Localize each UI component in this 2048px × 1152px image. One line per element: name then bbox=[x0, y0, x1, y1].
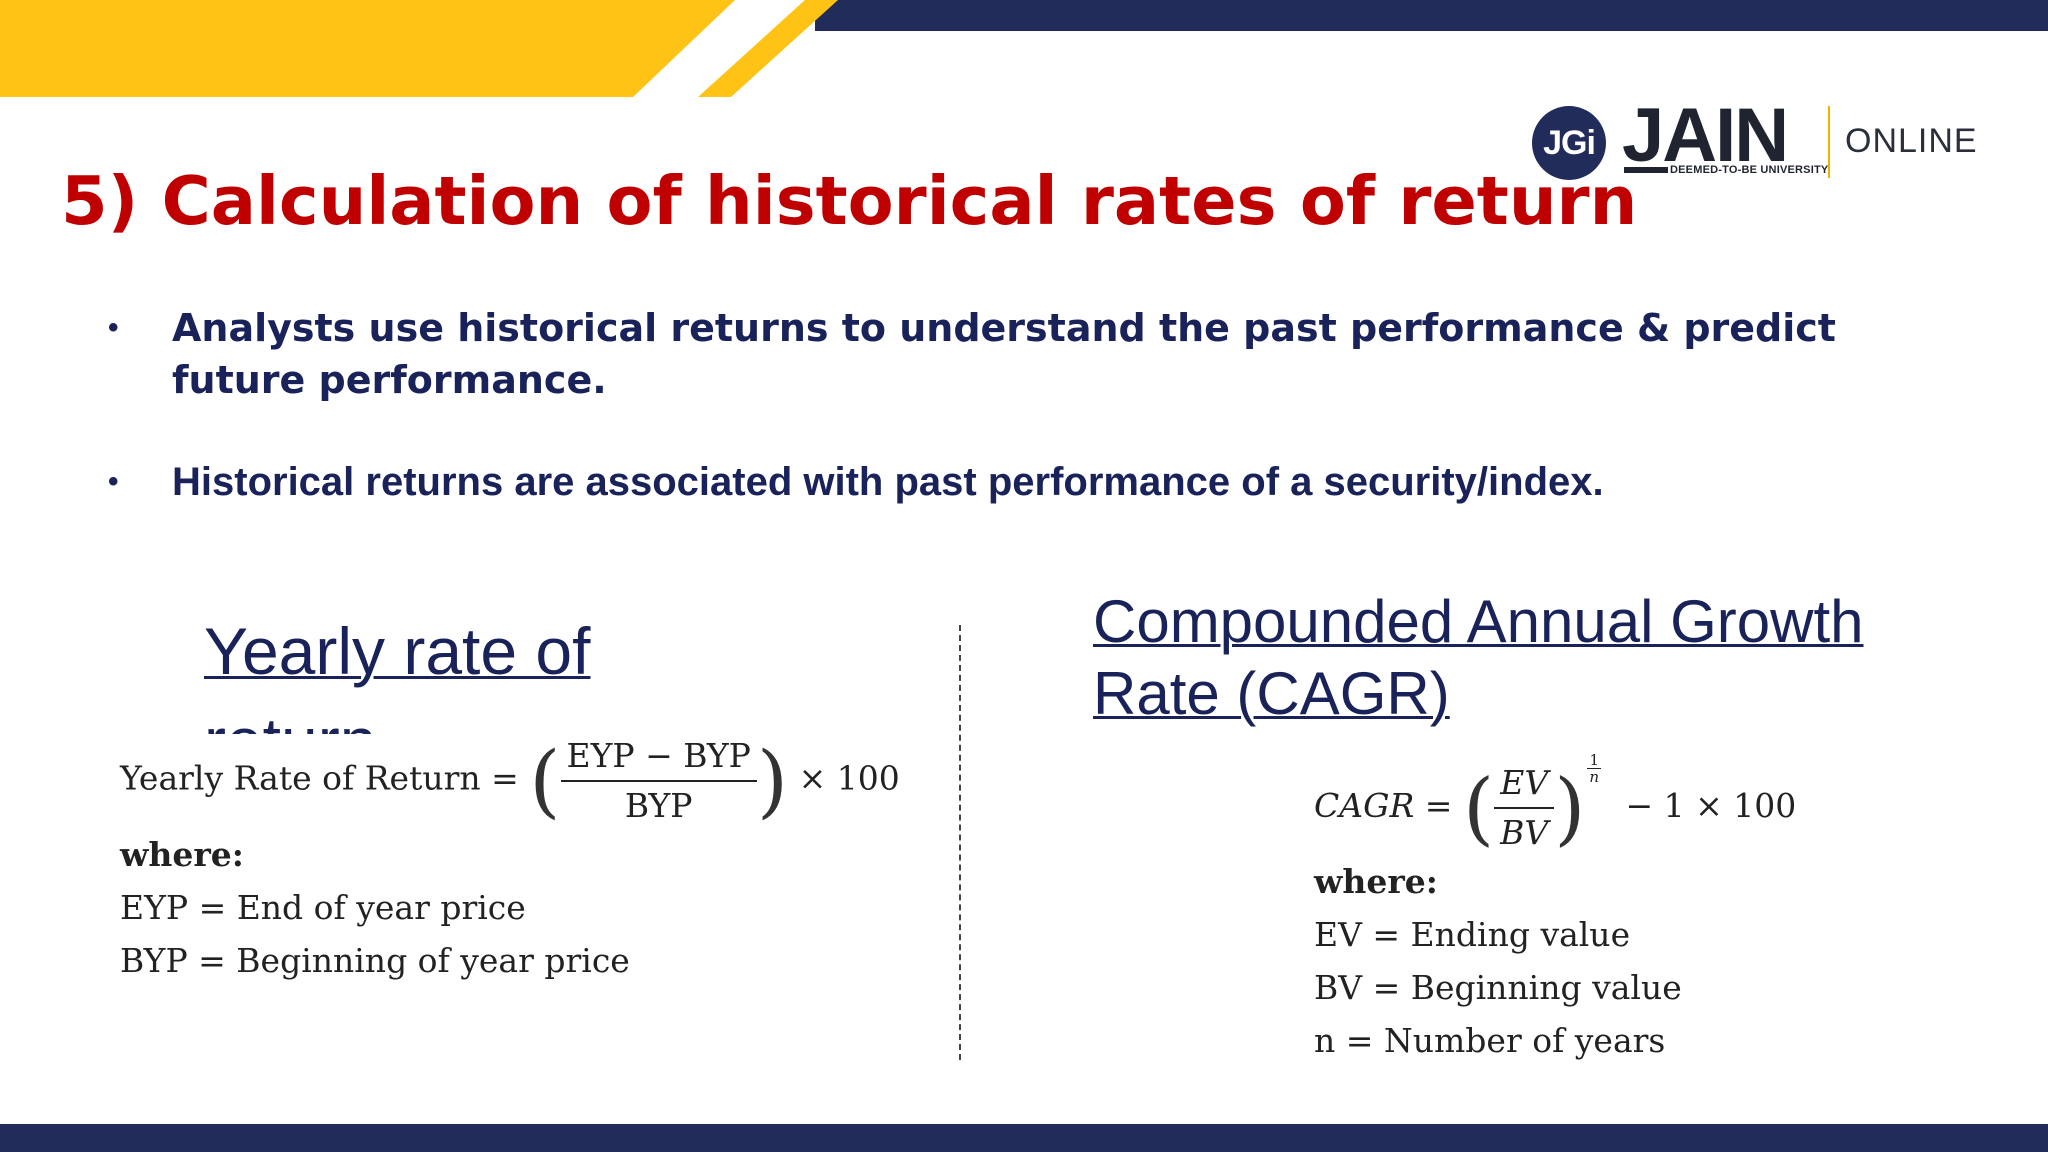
definition-item: BYP = Beginning of year price bbox=[120, 941, 630, 980]
jgi-logo-icon: JGi bbox=[1532, 106, 1606, 180]
formula-tail: − 1 × 100 bbox=[1625, 786, 1797, 825]
formula-denominator: BV bbox=[1500, 813, 1549, 852]
where-label: where: bbox=[1314, 862, 1438, 901]
formula-lhs: Yearly Rate of Return = bbox=[120, 758, 519, 798]
bullet-item: • Analysts use historical returns to und… bbox=[102, 302, 1922, 406]
footer-navy-band bbox=[0, 1124, 2048, 1152]
bullet-list: • Analysts use historical returns to und… bbox=[102, 302, 1922, 558]
where-label: where: bbox=[120, 835, 244, 874]
logo-subtitle: DEEMED-TO-BE UNIVERSITY bbox=[1670, 164, 1829, 176]
formula-fraction: EYP − BYP BYP bbox=[560, 736, 757, 826]
jain-logo-word: JAIN bbox=[1622, 93, 1789, 178]
bullet-dot-icon: • bbox=[108, 311, 119, 344]
definition-item: n = Number of years bbox=[1314, 1021, 1666, 1060]
exponent-denominator: n bbox=[1589, 768, 1600, 786]
yearly-return-formula: Yearly Rate of Return = (EYP − BYP BYP) ×… bbox=[120, 734, 900, 827]
open-paren-icon: ( bbox=[1462, 761, 1495, 855]
exponent-numerator: 1 bbox=[1587, 751, 1602, 769]
formula-numerator: EYP − BYP bbox=[560, 736, 757, 782]
cagr-heading: Compounded Annual Growth Rate (CAGR) bbox=[1093, 588, 1864, 727]
header-yellow-band bbox=[0, 0, 735, 97]
cagr-formula: CAGR = (EV BV) 1 n − 1 × 100 bbox=[1314, 752, 1796, 855]
bullet-text: Analysts use historical returns to under… bbox=[172, 306, 1836, 402]
formula-lhs: CAGR = bbox=[1314, 786, 1453, 825]
formula-tail: × 100 bbox=[798, 758, 900, 798]
yearly-return-definitions: where: EYP = End of year price BYP = Beg… bbox=[120, 828, 630, 987]
definition-item: EV = Ending value bbox=[1314, 915, 1631, 954]
slide-title: 5) Calculation of historical rates of re… bbox=[61, 162, 1638, 240]
header-navy-band bbox=[815, 0, 2048, 31]
cagr-definitions: where: EV = Ending value BV = Beginning … bbox=[1314, 855, 1682, 1067]
bullet-item: • Historical returns are associated with… bbox=[102, 456, 1922, 508]
yearly-return-heading: Yearly rate of return bbox=[204, 614, 591, 734]
formula-numerator: EV bbox=[1494, 763, 1555, 809]
logo-underbar bbox=[1624, 167, 1668, 173]
close-paren-icon: ) bbox=[756, 734, 789, 827]
column-divider bbox=[959, 625, 961, 1060]
logo-divider bbox=[1828, 106, 1830, 178]
bullet-dot-icon: • bbox=[108, 465, 119, 498]
bullet-text: Historical returns are associated with p… bbox=[172, 460, 1604, 504]
logo-online: ONLINE bbox=[1845, 122, 1978, 160]
definition-item: EYP = End of year price bbox=[120, 888, 526, 927]
formula-denominator: BYP bbox=[624, 785, 693, 825]
formula-fraction: EV BV bbox=[1494, 763, 1555, 853]
open-paren-icon: ( bbox=[529, 734, 561, 827]
definition-item: BV = Beginning value bbox=[1314, 968, 1682, 1007]
close-paren-icon: ) bbox=[1554, 761, 1586, 855]
